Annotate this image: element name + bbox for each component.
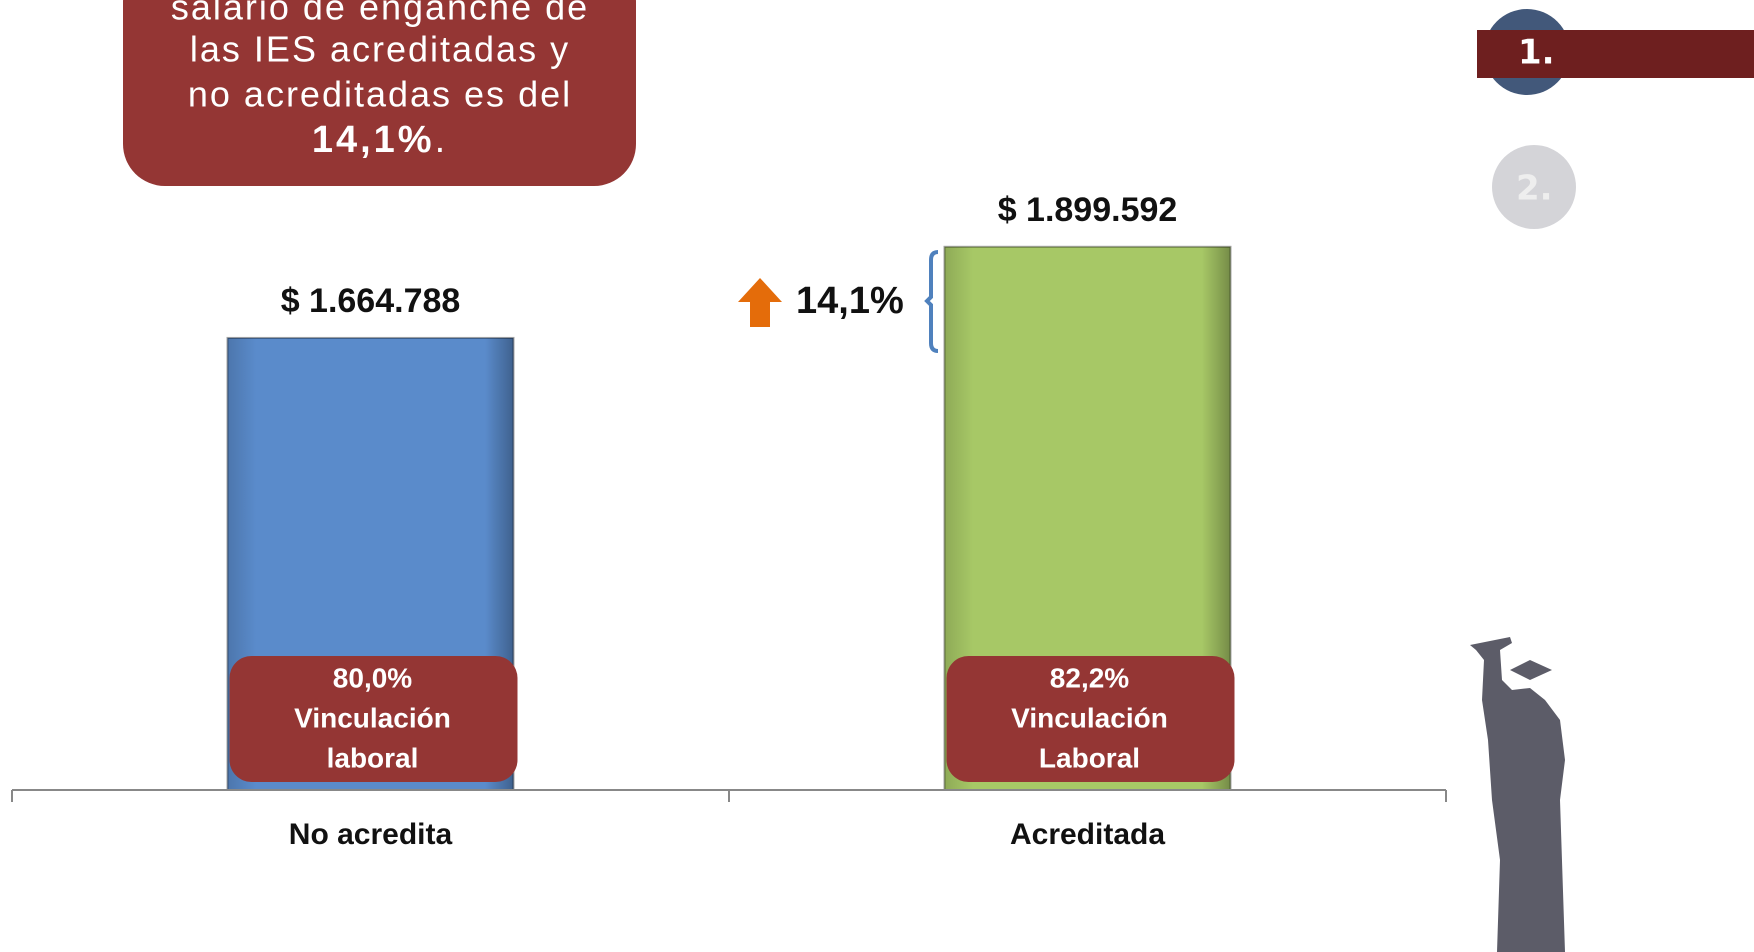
nav-circle xyxy=(1492,145,1576,229)
nav-band xyxy=(1477,30,1754,78)
bracket xyxy=(924,250,939,353)
nav-item[interactable]: 2. xyxy=(1516,169,1553,209)
callout-line: 82,2% xyxy=(1050,662,1129,693)
callout xyxy=(946,656,1235,782)
nav-item[interactable]: 1. xyxy=(1518,33,1555,73)
period: . xyxy=(435,119,449,161)
x-tick-label: No acredita xyxy=(289,818,453,851)
x-tick-label: Acreditada xyxy=(1010,818,1165,851)
callout-line: laboral xyxy=(327,742,419,773)
up-arrow xyxy=(738,278,782,327)
annotation: 14,1% xyxy=(796,280,904,322)
callout-line: Vinculación xyxy=(1011,702,1168,733)
graduate-silhouette xyxy=(1470,637,1565,952)
emphasis: 14,1% xyxy=(312,119,435,161)
callout xyxy=(229,656,518,782)
text-box-line: 14,1%. xyxy=(312,119,448,161)
callout-line: 80,0% xyxy=(333,662,412,693)
cap xyxy=(1510,660,1552,680)
text-box-line: las IES acreditadas y xyxy=(190,29,570,70)
text-box xyxy=(123,0,636,186)
text-box-line: salario de enganche de xyxy=(171,0,589,28)
callout-line: Laboral xyxy=(1039,742,1140,773)
callout-line: Vinculación xyxy=(294,702,451,733)
text-box-line: no acreditadas es del xyxy=(188,74,572,115)
value-label: $ 1.664.788 xyxy=(281,282,461,320)
value-label: $ 1.899.592 xyxy=(998,191,1178,229)
